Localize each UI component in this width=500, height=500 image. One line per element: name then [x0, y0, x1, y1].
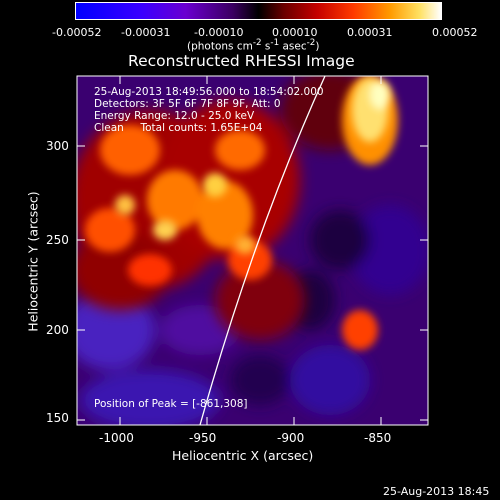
annotation-energy-range: Energy Range: 12.0 - 25.0 keV [94, 110, 255, 122]
x-tick-label: -850 [364, 431, 392, 445]
y-tick-label: 150 [46, 411, 69, 425]
colorbar-tick-2: -0.00031 [121, 26, 171, 39]
image-title: Reconstructed RHESSI Image [128, 52, 355, 70]
solar-limb-line [199, 76, 326, 425]
footer-timestamp: 25-Aug-2013 18:45 [383, 485, 490, 498]
annotation-time-range: 25-Aug-2013 18:49:56.000 to 18:54:02.000 [94, 86, 324, 98]
plot-frame [76, 75, 429, 426]
y-axis-ticks [77, 145, 428, 421]
colorbar-tick-1: -0.00052 [52, 26, 102, 39]
y-tick-label: 300 [46, 139, 69, 153]
colorbar-units: (photons cm-2 s-1 asec-2) [187, 38, 320, 53]
x-tick-label: -1000 [99, 431, 134, 445]
annotation-peak-position: Position of Peak = [-861,308] [94, 398, 248, 410]
y-tick-label: 200 [46, 323, 69, 337]
x-tick-label: -900 [277, 431, 305, 445]
x-axis-title: Heliocentric X (arcsec) [172, 448, 314, 463]
x-axis-ticks [119, 76, 382, 425]
annotation-detectors: Detectors: 3F 5F 6F 7F 8F 9F, Att: 0 [94, 98, 281, 110]
colorbar-tick-5: 0.00031 [347, 26, 393, 39]
colorbar-tick-4: 0.00010 [272, 26, 318, 39]
colorbar-tick-6: 0.00052 [432, 26, 478, 39]
colorbar [75, 2, 442, 20]
colorbar-tick-3: -0.00010 [194, 26, 244, 39]
annotation-clean-counts: Clean Total counts: 1.65E+04 [94, 122, 263, 134]
y-tick-label: 250 [46, 233, 69, 247]
y-axis-title: Heliocentric Y (arcsec) [25, 191, 41, 332]
x-tick-label: -950 [189, 431, 217, 445]
emission-map [77, 76, 428, 425]
